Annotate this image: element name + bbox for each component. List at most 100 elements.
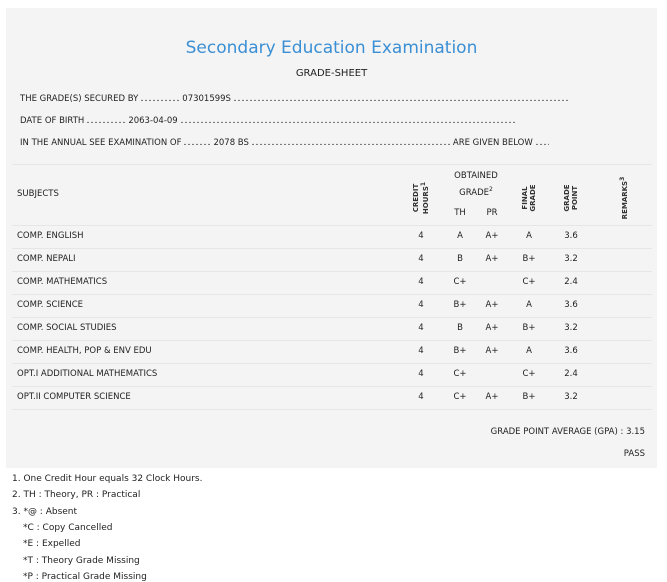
grade-cell: 3.2 bbox=[564, 323, 578, 333]
subject: COMP. ENGLISH bbox=[17, 231, 84, 241]
grade-cell: A+ bbox=[485, 254, 499, 264]
subject: OPT.II COMPUTER SCIENCE bbox=[17, 392, 131, 402]
info-value: 2078 BS bbox=[213, 138, 249, 148]
grade-cell: A bbox=[526, 346, 532, 356]
header-subjects: SUBJECTS bbox=[17, 189, 59, 199]
grade-cell: B+ bbox=[453, 300, 467, 310]
grade-cell: B bbox=[457, 323, 463, 333]
info-label: DATE OF BIRTH bbox=[20, 116, 85, 126]
grade-cell: 3.6 bbox=[564, 231, 578, 241]
grade-cell: 3.6 bbox=[564, 346, 578, 356]
subtitle: GRADE-SHEET bbox=[295, 68, 368, 79]
grade-cell: 3.2 bbox=[564, 254, 578, 264]
info-line: DATE OF BIRTH 2063-04-09 bbox=[20, 114, 517, 126]
grade-cell: A+ bbox=[485, 323, 499, 333]
header-th: TH bbox=[454, 208, 466, 218]
subject: OPT.I ADDITIONAL MATHEMATICS bbox=[17, 369, 158, 379]
grade-cell: 4 bbox=[418, 323, 424, 333]
note: *E : Expelled bbox=[23, 539, 81, 550]
grade-cell: C+ bbox=[522, 277, 536, 287]
subject: COMP. SOCIAL STUDIES bbox=[17, 323, 117, 333]
row-separator bbox=[12, 164, 652, 165]
gpa-label: GRADE POINT AVERAGE (GPA) : bbox=[490, 427, 624, 437]
leader bbox=[86, 114, 127, 123]
grade-cell: 4 bbox=[418, 369, 424, 379]
leader bbox=[183, 136, 212, 145]
subject: COMP. MATHEMATICS bbox=[17, 277, 108, 287]
grade-cell: B bbox=[457, 254, 463, 264]
grade-cell: B+ bbox=[453, 346, 467, 356]
grade-cell: 4 bbox=[418, 300, 424, 310]
row-separator bbox=[12, 248, 652, 249]
grade-cell: B+ bbox=[522, 254, 536, 264]
grade-cell: 4 bbox=[418, 254, 424, 264]
header-pr: PR bbox=[486, 208, 498, 218]
subject: COMP. NEPALI bbox=[17, 254, 76, 264]
grade-cell: A+ bbox=[485, 231, 499, 241]
title: Secondary Education Examination bbox=[185, 38, 478, 58]
row-separator bbox=[12, 409, 652, 410]
info-value: 2063-04-09 bbox=[128, 116, 178, 126]
grade-cell: 4 bbox=[418, 277, 424, 287]
note: *C : Copy Cancelled bbox=[23, 522, 113, 533]
header-remarks-note: 3 bbox=[618, 176, 626, 181]
grade-cell: A+ bbox=[485, 346, 499, 356]
grade-sheet: Secondary Education Examination GRADE-SH… bbox=[6, 8, 657, 468]
grade-cell: A+ bbox=[485, 300, 499, 310]
grade-cell: A bbox=[526, 300, 532, 310]
note: 3. *@ : Absent bbox=[12, 506, 78, 517]
header-obtained-grade-text: OBTAINED GRADE bbox=[454, 171, 498, 198]
header-grade-point-text: GRADE POINT bbox=[563, 184, 579, 212]
row-separator bbox=[12, 225, 652, 226]
header-remarks-text: REMARKS bbox=[621, 180, 630, 220]
grade-cell: 2.4 bbox=[564, 369, 578, 379]
grade-cell: 4 bbox=[418, 346, 424, 356]
gpa: GRADE POINT AVERAGE (GPA) : 3.15 bbox=[491, 427, 645, 437]
header-remarks: REMARKS3 bbox=[619, 176, 629, 220]
note: *P : Practical Grade Missing bbox=[23, 571, 147, 582]
leader bbox=[534, 136, 549, 145]
info-label: IN THE ANNUAL SEE EXAMINATION OF bbox=[20, 138, 182, 148]
subject: COMP. SCIENCE bbox=[17, 300, 84, 310]
grade-cell: 4 bbox=[418, 392, 424, 402]
header-credit-hours-text: CREDIT HOURS bbox=[411, 183, 431, 215]
grade-cell: 3.2 bbox=[564, 392, 578, 402]
grade-cell: C+ bbox=[522, 369, 536, 379]
info-value: 07301599S bbox=[182, 94, 231, 104]
leader bbox=[179, 114, 515, 123]
note: 2. TH : Theory, PR : Practical bbox=[12, 490, 141, 501]
leader bbox=[140, 92, 181, 101]
grade-cell: 4 bbox=[418, 231, 424, 241]
grade-cell: 3.6 bbox=[564, 300, 578, 310]
grade-cell: 2.4 bbox=[564, 277, 578, 287]
info-suffix: ARE GIVEN BELOW bbox=[452, 138, 533, 148]
row-separator bbox=[12, 294, 652, 295]
grade-cell: B+ bbox=[522, 323, 536, 333]
grade-cell: B+ bbox=[522, 392, 536, 402]
row-separator bbox=[12, 363, 652, 364]
header-grade-point: GRADE POINT bbox=[563, 176, 579, 220]
header-credit-hours: CREDIT HOURS1 bbox=[412, 176, 430, 220]
leader bbox=[250, 136, 451, 145]
note: *T : Theory Grade Missing bbox=[23, 555, 140, 566]
row-separator bbox=[12, 340, 652, 341]
grade-cell: A+ bbox=[485, 392, 499, 402]
grade-cell: C+ bbox=[453, 369, 467, 379]
header-credit-hours-note: 1 bbox=[419, 181, 427, 187]
row-separator bbox=[12, 271, 652, 272]
grade-cell: A bbox=[457, 231, 463, 241]
row-separator bbox=[12, 386, 652, 387]
leader bbox=[232, 92, 568, 101]
info-line: IN THE ANNUAL SEE EXAMINATION OF 2078 BS A… bbox=[20, 136, 549, 148]
row-separator bbox=[12, 317, 652, 318]
header-obtained-grade-note: 2 bbox=[489, 186, 493, 193]
grade-cell: C+ bbox=[453, 392, 467, 402]
gpa-value: 3.15 bbox=[626, 427, 645, 437]
grade-cell: C+ bbox=[453, 277, 467, 287]
header-obtained-grade: OBTAINED GRADE2 bbox=[451, 170, 501, 200]
subject: COMP. HEALTH, POP & ENV EDU bbox=[17, 346, 152, 356]
info-label: THE GRADE(S) SECURED BY bbox=[20, 94, 139, 104]
header-final-grade: FINAL GRADE bbox=[521, 176, 537, 220]
info-line: THE GRADE(S) SECURED BY 07301599S bbox=[20, 92, 570, 104]
